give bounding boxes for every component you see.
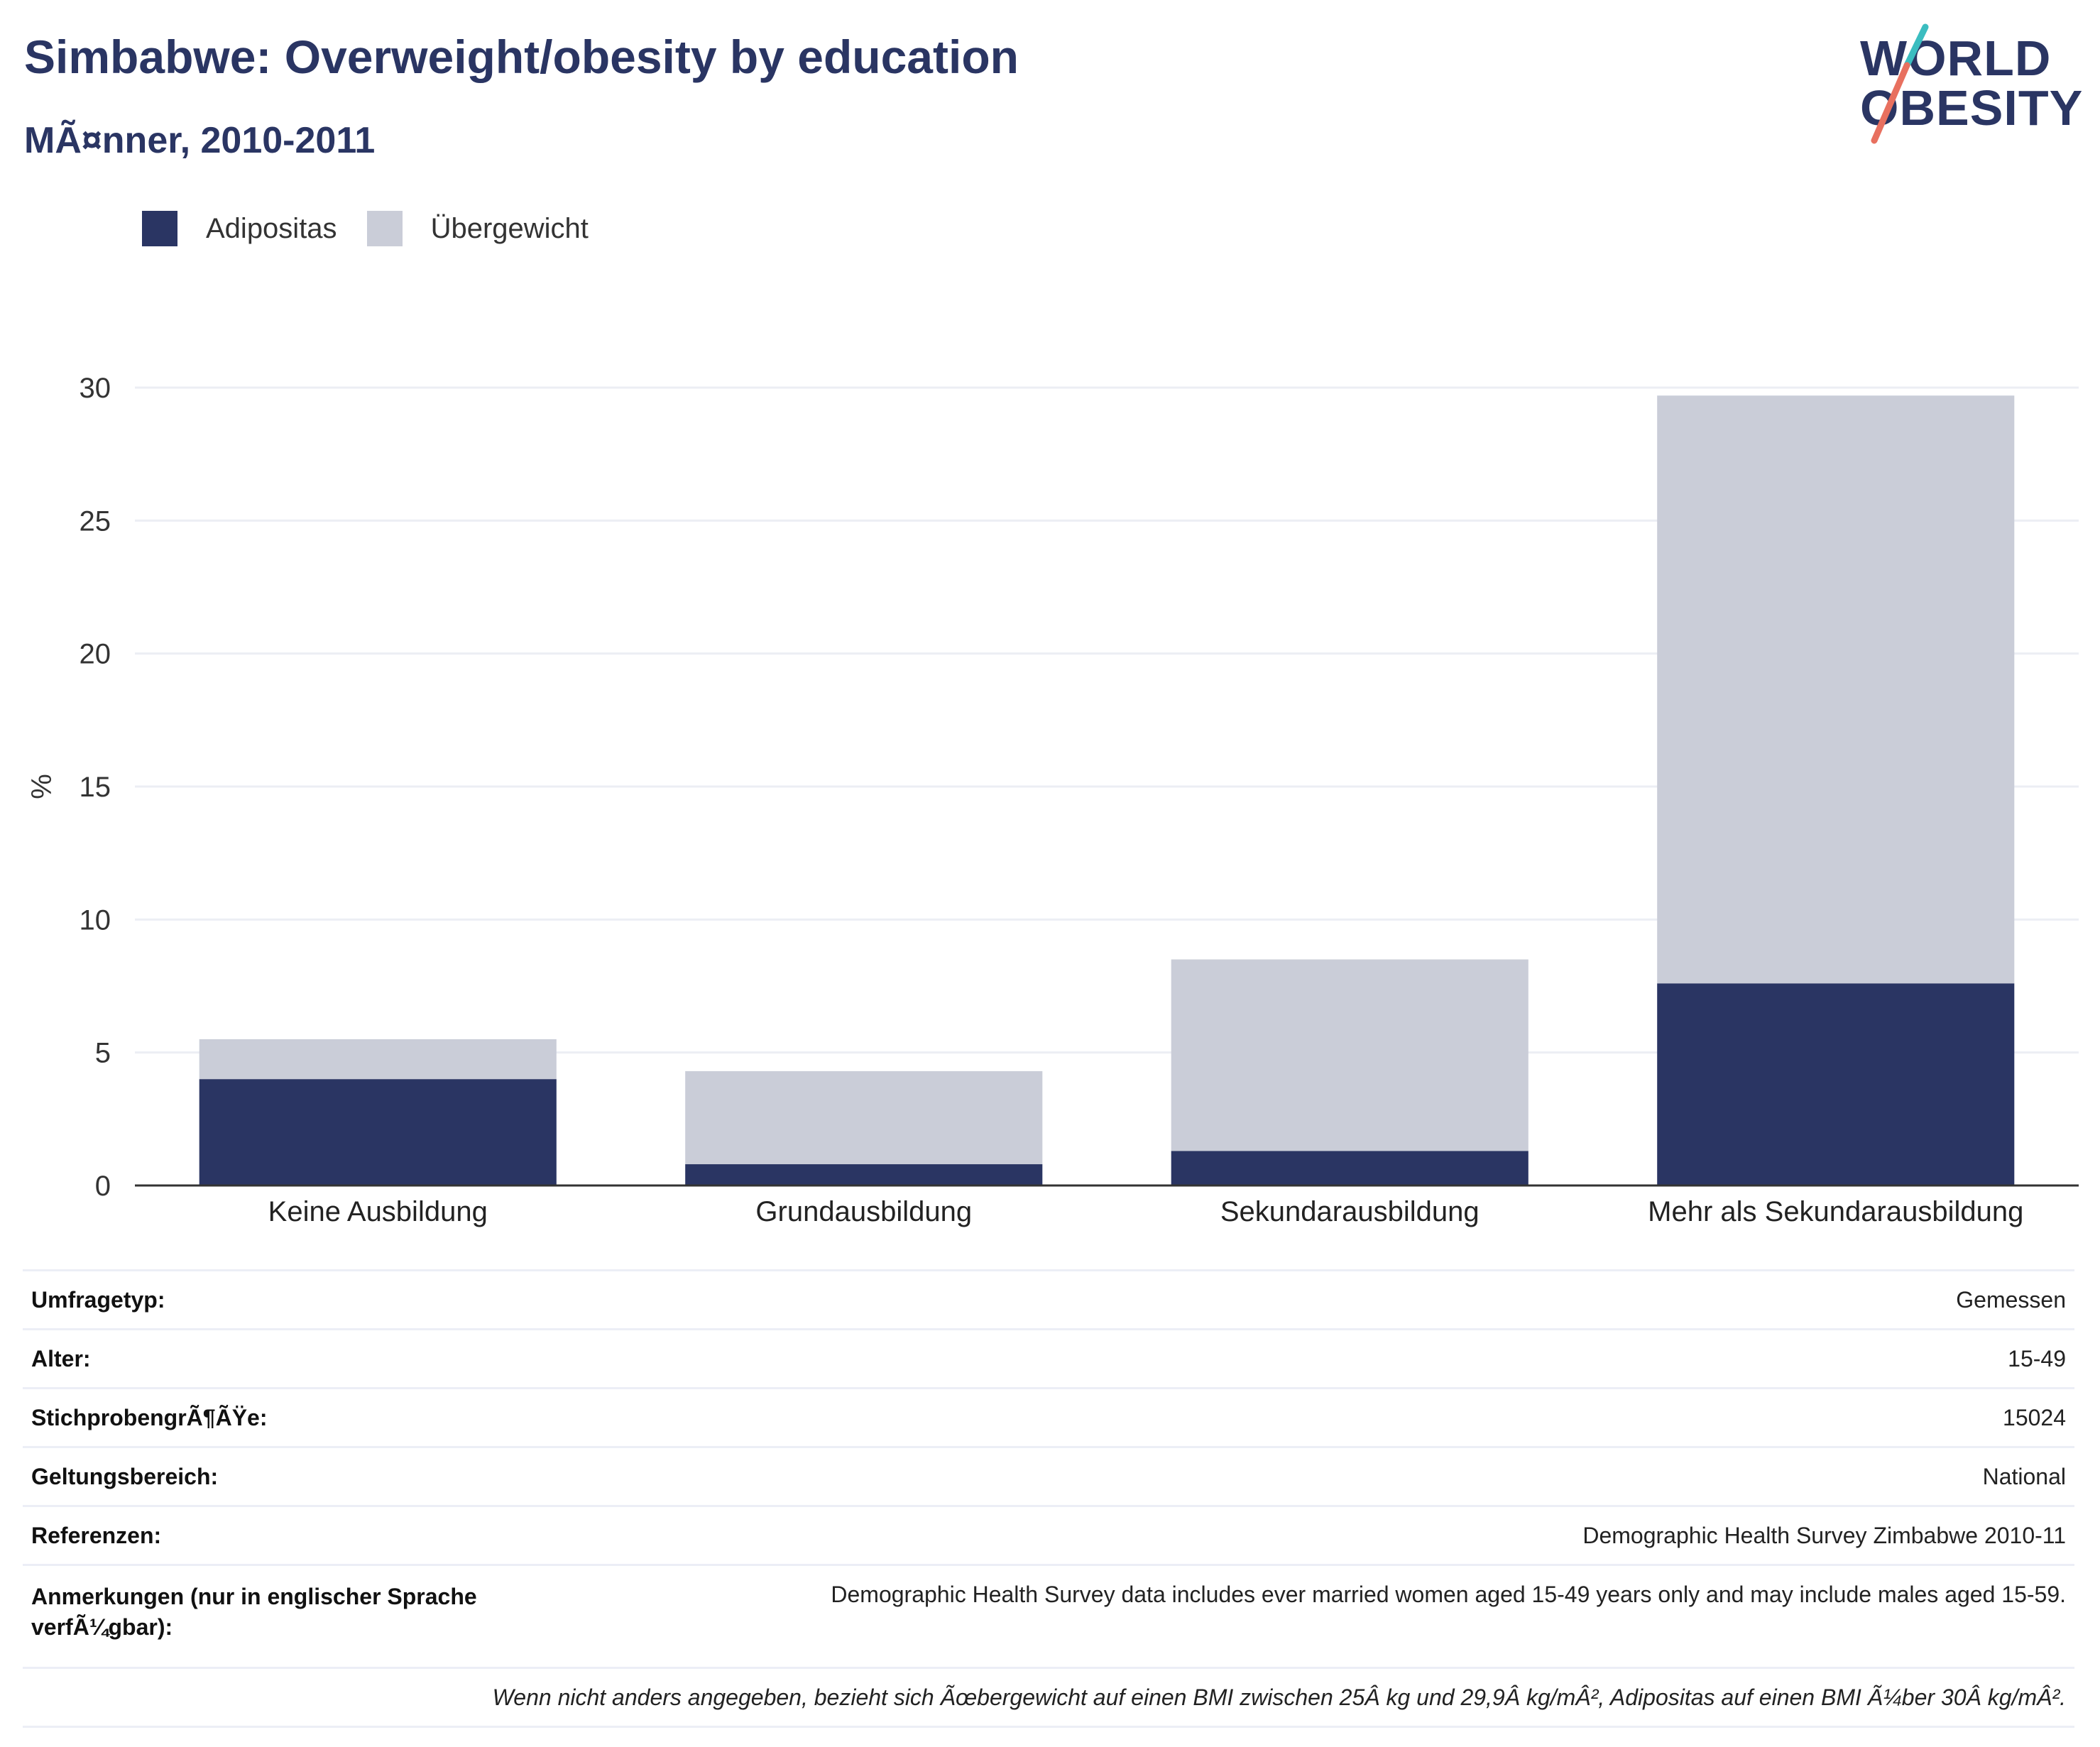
info-value: 15-49 — [2008, 1345, 2066, 1371]
bar-adipositas — [685, 1164, 1043, 1185]
bar-uebergewicht — [199, 1039, 557, 1080]
bar-adipositas — [199, 1079, 557, 1185]
info-label: Umfragetyp: — [31, 1286, 165, 1313]
world-obesity-logo: WORLD OBESITY — [1846, 23, 2087, 150]
info-label: Anmerkungen (nur in englischer Sprache v… — [31, 1584, 477, 1641]
y-tick-label: 10 — [80, 904, 111, 936]
x-tick-label: Grundausbildung — [755, 1196, 972, 1227]
y-tick-label: 20 — [80, 639, 111, 670]
info-row: Referenzen: Demographic Health Survey Zim… — [23, 1505, 2074, 1564]
info-value: Gemessen — [1956, 1286, 2066, 1313]
chart-legend: Adipositas Übergewicht — [142, 210, 618, 247]
info-label: StichprobengrÃ¶ÃŸe: — [31, 1404, 268, 1430]
bar-uebergewicht — [1657, 395, 2015, 984]
bar-chart: 0 5 10 15 20 25 30% Keine Ausbildung Grundausbil… — [26, 373, 2079, 1227]
legend-swatch-uebergewicht — [366, 211, 403, 246]
info-value: 15024 — [2003, 1404, 2066, 1430]
legend-item-adipositas: Adipositas — [142, 211, 337, 246]
bar-uebergewicht — [685, 1070, 1043, 1165]
chart-subtitle: MÃ¤nner, 2010-2011 — [24, 120, 376, 161]
bar-adipositas — [1657, 983, 2015, 1185]
info-label: Referenzen: — [31, 1522, 162, 1548]
info-row: Anmerkungen (nur in englischer Sprache v… — [23, 1564, 2074, 1667]
footnote: Wenn nicht anders angegeben, bezieht sic… — [23, 1667, 2074, 1728]
y-axis-label: % — [26, 774, 58, 799]
y-tick-label: 15 — [80, 772, 111, 803]
logo-slash-icon — [1871, 23, 1929, 144]
y-tick-label: 5 — [95, 1038, 111, 1069]
y-tick-label: 25 — [80, 505, 111, 537]
legend-item-uebergewicht: Übergewicht — [366, 211, 589, 246]
y-tick-label: 30 — [80, 373, 111, 404]
info-value: Demographic Health Survey Zimbabwe 2010-… — [1582, 1522, 2066, 1548]
logo-line-1: WORLD — [1860, 31, 2052, 86]
info-label: Alter: — [31, 1345, 91, 1371]
legend-swatch-adipositas — [142, 211, 177, 246]
info-value: National — [1982, 1463, 2066, 1489]
info-row: StichprobengrÃ¶ÃŸe: 15024 — [23, 1387, 2074, 1446]
x-tick-label: Mehr als Sekundarausbildung — [1648, 1196, 2023, 1227]
info-row: Alter: 15-49 — [23, 1328, 2074, 1387]
legend-label-uebergewicht: Übergewicht — [430, 212, 589, 244]
y-tick-label: 0 — [95, 1171, 111, 1202]
bar-uebergewicht — [1171, 959, 1528, 1151]
info-label: Geltungsbereich: — [31, 1463, 219, 1489]
x-tick-label: Sekundarausbildung — [1220, 1196, 1480, 1227]
x-tick-label: Keine Ausbildung — [268, 1196, 488, 1227]
legend-label-adipositas: Adipositas — [206, 212, 337, 244]
chart-title: Simbabwe: Overweight/obesity by educatio… — [24, 31, 1019, 83]
info-table: Umfragetyp: Gemessen Alter: 15-49 Stichprobe… — [23, 1269, 2074, 1728]
bar-adipositas — [1171, 1151, 1528, 1185]
info-value: Demographic Health Survey data includes … — [831, 1582, 2066, 1607]
info-row: Geltungsbereich: National — [23, 1446, 2074, 1505]
info-row: Umfragetyp: Gemessen — [23, 1269, 2074, 1328]
